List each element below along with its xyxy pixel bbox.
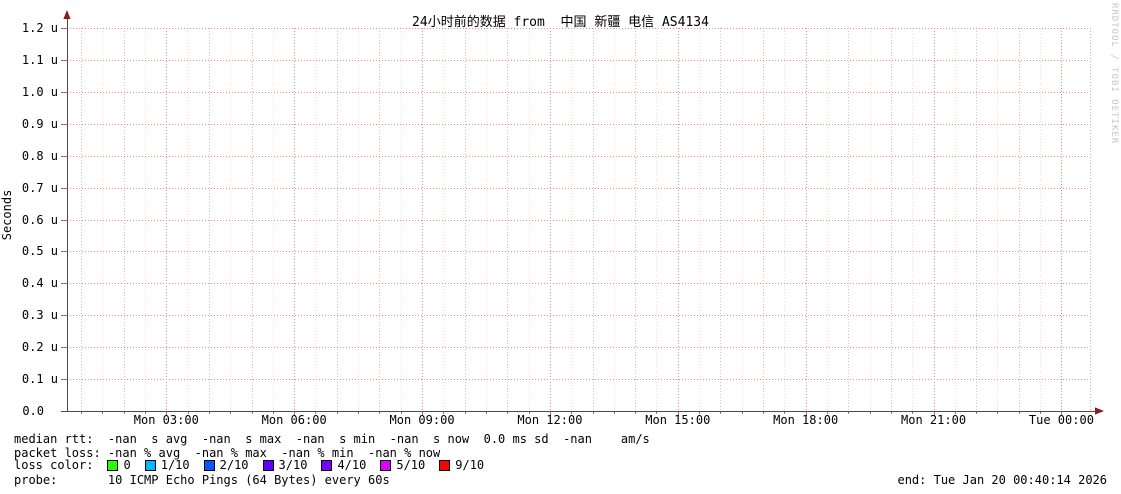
legend-end-time: end: Tue Jan 20 00:40:14 2026: [897, 473, 1107, 487]
loss-level-entry: 9/10: [439, 458, 484, 472]
loss-color-swatch: [262, 459, 274, 471]
legend-packet-loss: packet loss: -nan % avg -nan % max -nan …: [14, 446, 441, 460]
y-tick-label: 0.9 u: [22, 117, 58, 131]
loss-level-label: 2/10: [219, 458, 249, 472]
y-tick-label: 0.8 u: [22, 149, 58, 163]
x-tick-label: Mon 15:00: [645, 413, 710, 427]
y-tick-label: 0.0: [22, 404, 44, 418]
loss-level-label: 1/10: [160, 458, 190, 472]
loss-level-label: 3/10: [278, 458, 308, 472]
y-tick-label: 0.1 u: [22, 372, 58, 386]
loss-color-swatch: [203, 459, 215, 471]
x-tick-label: Mon 21:00: [901, 413, 966, 427]
legend-loss-color-row: loss color: 0 1/10 2/10 3/10 4/10 5/10 9/10: [14, 458, 484, 472]
loss-level-label: 9/10: [455, 458, 485, 472]
rrdtool-watermark: RRDTOOL / TOBI OETIKER: [1109, 3, 1119, 145]
loss-level-label: 5/10: [396, 458, 426, 472]
x-tick-label: Mon 12:00: [517, 413, 582, 427]
legend-probe: probe: 10 ICMP Echo Pings (64 Bytes) eve…: [14, 473, 390, 487]
x-axis-arrow-icon: [1095, 407, 1104, 415]
y-axis-arrow-icon: [63, 10, 71, 19]
loss-color-swatch: [321, 459, 333, 471]
loss-color-swatch: [107, 459, 119, 471]
y-tick-label: 0.3 u: [22, 308, 58, 322]
y-tick-label: 0.4 u: [22, 276, 58, 290]
loss-level-entry: 1/10: [144, 458, 190, 472]
y-tick-label: 0.5 u: [22, 244, 58, 258]
loss-level-entry: 0: [107, 458, 131, 472]
loss-color-label: loss color:: [14, 458, 94, 472]
x-tick-label: Mon 03:00: [134, 413, 199, 427]
loss-level-entry: 3/10: [262, 458, 308, 472]
y-tick-label: 0.7 u: [22, 181, 58, 195]
y-axis-title: Seconds: [0, 190, 14, 241]
plot-area: 1.2 u 1.1 u 1.0 u 0.9 u 0.8 u 0.7 u 0.6 u 0.5 u…: [0, 10, 1104, 427]
loss-color-swatch: [144, 459, 156, 471]
y-tick-label: 0.6 u: [22, 213, 58, 227]
loss-level-entry: 2/10: [203, 458, 249, 472]
y-tick-label: 1.0 u: [22, 85, 58, 99]
x-tick-label: Mon 18:00: [773, 413, 838, 427]
loss-level-label: 0: [123, 458, 131, 472]
loss-color-swatch: [439, 459, 451, 471]
loss-level-label: 4/10: [337, 458, 367, 472]
x-tick-label: Tue 00:00: [1029, 413, 1094, 427]
y-tick-label: 1.1 u: [22, 53, 58, 67]
loss-level-entry: 5/10: [380, 458, 425, 472]
loss-color-swatch: [380, 459, 392, 471]
x-tick-label: Mon 09:00: [390, 413, 455, 427]
loss-level-entry: 4/10: [321, 458, 366, 472]
x-tick-label: Mon 06:00: [262, 413, 327, 427]
loss-color-entries: 0 1/10 2/10 3/10 4/10 5/10 9/10: [107, 458, 484, 472]
legend-median-rtt: median rtt: -nan s avg -nan s max -nan s…: [14, 432, 650, 446]
y-tick-label: 0.2 u: [22, 340, 58, 354]
chart-title: 24小时前的数据 from 中国 新疆 电信 AS4134: [412, 15, 709, 30]
y-tick-label: 1.2 u: [22, 21, 58, 35]
